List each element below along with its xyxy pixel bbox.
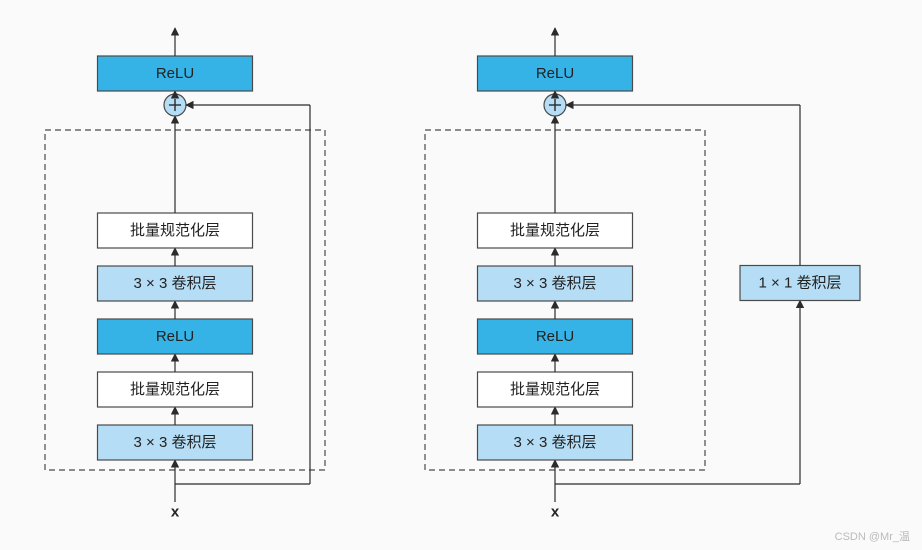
conv3x3_1-label: 3 × 3 卷积层 [134,434,217,451]
relu-top-label: ReLU [156,65,194,82]
bn_1-label: 批量规范化层 [130,381,220,398]
conv1x1-label: 1 × 1 卷积层 [759,275,842,292]
relu-top-label: ReLU [536,65,574,82]
bn_1-label: 批量规范化层 [510,381,600,398]
input-x-label: x [551,504,560,521]
diagram-canvas: x3 × 3 卷积层批量规范化层ReLU3 × 3 卷积层批量规范化层ReLUx… [0,0,922,550]
bn_2-label: 批量规范化层 [510,222,600,239]
conv3x3_2-label: 3 × 3 卷积层 [514,275,597,292]
watermark: CSDN @Mr_温 [835,530,910,543]
conv3x3_2-label: 3 × 3 卷积层 [134,275,217,292]
conv3x3_1-label: 3 × 3 卷积层 [514,434,597,451]
bn_2-label: 批量规范化层 [130,222,220,239]
input-x-label: x [171,504,180,521]
relu_mid-label: ReLU [156,328,194,345]
relu_mid-label: ReLU [536,328,574,345]
